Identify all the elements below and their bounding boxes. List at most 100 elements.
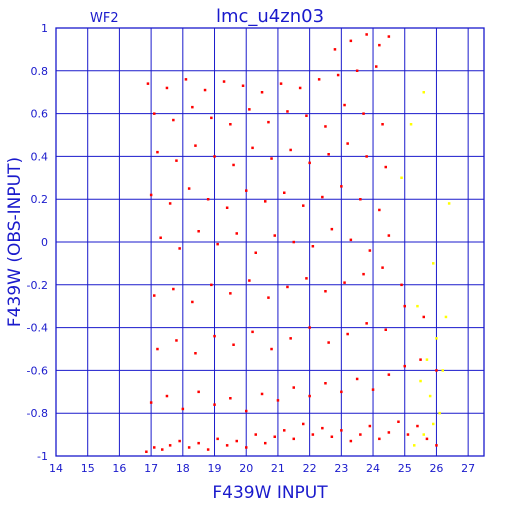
y-tick-label: -1	[37, 450, 48, 463]
data-point	[330, 435, 334, 438]
data-point	[245, 446, 248, 449]
data-point	[241, 84, 245, 87]
data-point	[232, 163, 235, 167]
data-point	[409, 123, 413, 126]
x-axis-label: F439W INPUT	[212, 483, 328, 503]
data-point	[321, 195, 324, 199]
data-point	[286, 110, 289, 113]
data-point	[305, 277, 308, 280]
data-point	[422, 433, 425, 436]
data-point	[435, 369, 438, 372]
data-point	[187, 446, 191, 449]
data-point	[349, 39, 353, 43]
data-point	[368, 424, 372, 428]
x-tick-labels: 14 15 16 17 18 19 20 21 22 23 24 25 26 27	[49, 462, 475, 475]
data-point	[444, 315, 448, 319]
data-point	[267, 296, 270, 299]
data-point	[153, 294, 156, 297]
data-point	[422, 91, 425, 94]
y-tick-label: 1	[41, 22, 48, 35]
y-tick-label: 0	[41, 236, 48, 249]
data-point	[168, 202, 172, 205]
data-point	[251, 330, 254, 334]
x-tick-label: 21	[271, 462, 285, 475]
data-point	[324, 290, 327, 293]
data-point	[419, 358, 422, 361]
data-point	[210, 283, 213, 287]
data-point	[149, 193, 153, 197]
data-point	[178, 439, 181, 443]
data-point	[292, 437, 295, 441]
data-point	[365, 155, 368, 158]
data-point	[384, 328, 387, 331]
data-point	[384, 165, 387, 169]
data-point	[362, 112, 365, 115]
data-point	[359, 433, 362, 436]
data-point	[206, 198, 210, 201]
y-tick-label: 0.6	[31, 108, 49, 121]
data-point	[340, 429, 343, 432]
chart-title: lmc_u4zn03	[216, 6, 324, 27]
data-point	[355, 377, 359, 381]
data-point	[413, 444, 416, 447]
data-point	[403, 304, 406, 308]
data-point	[254, 433, 257, 436]
data-point	[156, 347, 159, 351]
x-tick-label: 17	[144, 462, 158, 475]
data-point	[346, 332, 349, 336]
data-point	[178, 247, 181, 250]
data-point	[213, 155, 216, 158]
data-point	[206, 448, 210, 451]
data-point	[425, 358, 429, 361]
data-point	[305, 114, 308, 117]
data-point	[254, 251, 257, 254]
data-point	[216, 437, 219, 441]
y-axis-label: F439W (OBS-INPUT)	[5, 157, 25, 327]
data-point	[213, 334, 216, 338]
data-point	[441, 369, 444, 372]
data-point	[165, 86, 169, 90]
data-point	[298, 86, 302, 90]
data-point	[232, 343, 235, 346]
data-point	[378, 437, 381, 441]
x-tick-label: 15	[81, 462, 95, 475]
data-point	[225, 206, 229, 209]
data-point	[308, 326, 311, 329]
data-point	[229, 123, 232, 126]
x-tick-label: 24	[366, 462, 380, 475]
data-point	[191, 105, 194, 109]
grid	[56, 28, 484, 456]
data-point	[359, 198, 362, 201]
data-point	[308, 394, 311, 398]
data-point	[349, 238, 353, 242]
x-tick-label: 19	[208, 462, 222, 475]
x-tick-label: 26	[429, 462, 443, 475]
data-point	[317, 78, 321, 81]
x-tick-label: 20	[239, 462, 253, 475]
data-point	[145, 450, 148, 453]
data-point	[222, 80, 226, 83]
data-point	[210, 116, 213, 120]
data-point	[397, 420, 400, 423]
data-point	[381, 266, 384, 269]
data-point	[336, 73, 340, 77]
data-point	[286, 285, 289, 289]
data-point	[264, 200, 267, 203]
data-point	[438, 411, 441, 415]
data-point	[260, 91, 264, 94]
data-point	[276, 399, 280, 402]
data-point	[197, 230, 200, 233]
data-point	[229, 292, 232, 295]
data-point	[245, 409, 248, 413]
scatter-points	[145, 33, 451, 453]
x-tick-label: 25	[398, 462, 412, 475]
data-point	[387, 431, 391, 434]
y-tick-label: 0.4	[31, 150, 49, 163]
data-point	[368, 249, 372, 252]
data-point	[416, 424, 419, 428]
data-point	[435, 444, 438, 447]
data-point	[302, 204, 305, 207]
data-point	[161, 448, 164, 451]
data-point	[153, 446, 156, 449]
